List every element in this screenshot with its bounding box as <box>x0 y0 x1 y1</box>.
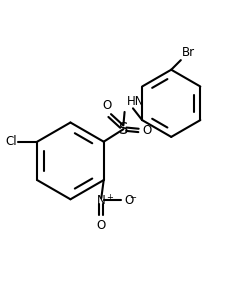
Text: O: O <box>103 99 112 113</box>
Text: HN: HN <box>127 95 144 108</box>
Text: Br: Br <box>182 46 195 59</box>
Text: Cl: Cl <box>6 135 17 148</box>
Text: S: S <box>119 122 128 137</box>
Text: O: O <box>142 124 151 137</box>
Text: N: N <box>97 194 106 207</box>
Text: O: O <box>124 194 133 207</box>
Text: O: O <box>97 219 106 232</box>
Text: −: − <box>129 193 136 202</box>
Text: +: + <box>106 193 113 202</box>
